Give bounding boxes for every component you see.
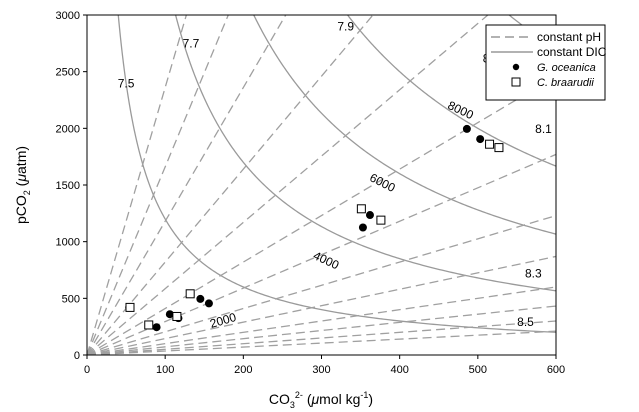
point-c-braarudii (185, 289, 195, 299)
point-c-braarudii (172, 311, 182, 321)
ph-line (87, 255, 556, 355)
ph-line-label: 7.5 (118, 77, 135, 91)
ph-line-label: 8.5 (517, 315, 534, 329)
x-tick-label: 400 (390, 364, 408, 376)
ph-line (87, 153, 556, 355)
point-c-braarudii (144, 320, 154, 330)
ph-line (87, 15, 187, 355)
ph-line (87, 320, 556, 355)
x-tick-label: 300 (312, 364, 330, 376)
y-axis-title: pCO2 (μatm) (13, 146, 32, 224)
point-g-oceanica (476, 135, 485, 144)
y-tick-label: 1500 (56, 180, 80, 192)
ph-line (87, 15, 287, 355)
x-tick-label: 200 (234, 364, 252, 376)
y-tick-label: 2000 (56, 123, 80, 135)
legend-label-ph: constant pH (537, 30, 601, 44)
dic-curve (174, 15, 556, 292)
y-tick-label: 500 (62, 293, 80, 305)
point-g-oceanica (152, 323, 161, 332)
point-g-oceanica (462, 124, 471, 133)
point-c-braarudii (356, 204, 366, 214)
ph-line-label: 8.3 (525, 266, 542, 280)
legend-marker-c-braarudii (511, 77, 521, 87)
dic-curves (117, 15, 556, 333)
y-tick-label: 1000 (56, 237, 80, 249)
x-tick-label: 100 (156, 364, 174, 376)
y-tick-label: 2500 (56, 67, 80, 79)
ph-line (87, 305, 556, 355)
dic-curve (346, 15, 556, 167)
x-tick-label: 600 (547, 364, 565, 376)
y-tick-label: 0 (74, 350, 80, 362)
x-axis-title: CO32- (μmol kg-1) (269, 390, 373, 410)
dic-curve (508, 15, 556, 50)
legend-marker-g-oceanica (512, 63, 520, 71)
legend: constant pH constant DIC G. oceanica C. … (485, 24, 607, 101)
legend-label-dic: constant DIC (537, 45, 607, 59)
axis-ticks: 0 100 200 300 400 500 600 0 500 1000 1500 2000 2500 3… (56, 10, 566, 376)
ph-line (87, 214, 556, 355)
point-c-braarudii (376, 215, 386, 225)
point-c-braarudii (494, 143, 504, 153)
ph-line (87, 330, 556, 355)
point-g-oceanica (365, 211, 374, 220)
y-tick-label: 3000 (56, 10, 80, 22)
legend-label-c-braarudii: C. braarudii (537, 77, 594, 89)
x-tick-label: 500 (469, 364, 487, 376)
point-c-braarudii (125, 302, 135, 312)
ph-line-label: 8.1 (535, 122, 552, 136)
ph-line (87, 286, 556, 355)
point-g-oceanica (196, 294, 205, 303)
ph-line-label: 7.7 (183, 36, 200, 50)
ph-line (87, 15, 229, 355)
dic-curve (117, 15, 556, 333)
x-tick-label: 0 (84, 364, 90, 376)
legend-label-g-oceanica: G. oceanica (537, 62, 596, 74)
ph-line (87, 15, 374, 355)
point-g-oceanica (165, 310, 174, 319)
dic-curve (253, 15, 556, 235)
ph-line (87, 75, 556, 355)
point-g-oceanica (204, 299, 213, 308)
point-g-oceanica (358, 223, 367, 232)
ph-lines (87, 15, 556, 355)
data-points (125, 124, 504, 332)
point-c-braarudii (485, 139, 495, 149)
ph-line (87, 15, 489, 355)
ph-line-label: 7.9 (337, 19, 354, 33)
